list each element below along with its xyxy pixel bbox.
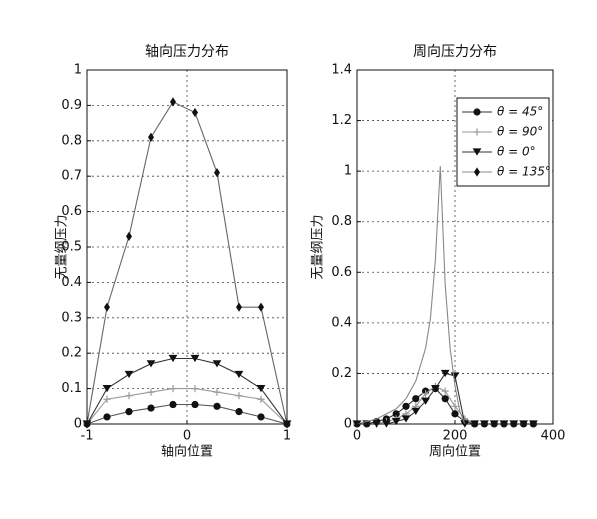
legend-box	[456, 97, 550, 187]
y-tick-label: 0.4	[331, 315, 352, 330]
x-tick-label: 400	[541, 429, 566, 444]
marker	[125, 392, 133, 400]
legend-label: θ = 135°	[497, 165, 551, 179]
marker	[451, 402, 459, 410]
marker	[402, 402, 410, 410]
marker	[124, 370, 134, 379]
chart-title: 周向压力分布	[413, 44, 497, 60]
y-tick-label: 0.6	[61, 204, 82, 219]
x-tick-label: 200	[443, 429, 468, 444]
y-tick-label: 0.7	[61, 169, 82, 184]
marker	[147, 404, 155, 412]
marker	[441, 387, 449, 395]
marker	[473, 128, 481, 136]
marker	[191, 385, 199, 393]
marker	[235, 408, 243, 416]
y-tick-label: 1	[74, 63, 82, 78]
marker	[412, 395, 420, 403]
y-axis-label: 无量纲压力	[55, 214, 70, 279]
marker	[431, 385, 440, 393]
marker	[422, 390, 430, 398]
y-tick-label: 1.2	[331, 113, 352, 128]
marker	[214, 168, 220, 178]
y-tick-label: 0.5	[61, 240, 82, 255]
x-tick-label: 0	[183, 429, 191, 444]
marker	[126, 231, 132, 241]
series-line	[86, 357, 288, 425]
y-tick-label: 0.4	[61, 275, 82, 290]
marker	[472, 148, 482, 156]
marker	[148, 132, 154, 142]
y-tick-label: 1	[344, 164, 352, 179]
x-tick-label: 1	[283, 429, 291, 444]
marker	[103, 413, 111, 421]
marker	[168, 354, 178, 363]
marker	[451, 410, 459, 418]
marker	[212, 360, 222, 368]
plot-frame	[86, 69, 288, 425]
marker	[191, 400, 199, 409]
x-axis-label: 周向位置	[429, 444, 481, 460]
y-tick-label: 0.9	[61, 98, 82, 113]
marker	[258, 302, 264, 312]
y-tick-label: 1.4	[331, 63, 352, 78]
x-axis-label: 轴向位置	[161, 444, 213, 460]
marker	[257, 395, 265, 403]
x-tick-label: -1	[81, 429, 94, 444]
y-tick-label: 0	[74, 417, 82, 432]
marker	[169, 400, 177, 409]
legend-label: θ = 45°	[497, 105, 543, 119]
y-tick-label: 0.2	[61, 346, 82, 361]
series-line	[86, 388, 288, 425]
marker	[440, 369, 450, 378]
y-tick-label: 0	[344, 417, 352, 432]
marker	[104, 302, 110, 312]
marker	[473, 108, 481, 116]
chart-title: 轴向压力分布	[145, 44, 229, 60]
y-tick-label: 0.6	[331, 265, 352, 280]
marker	[147, 388, 155, 396]
marker	[146, 360, 156, 368]
x-tick-label: 0	[353, 429, 361, 444]
marker	[392, 410, 400, 418]
marker	[103, 395, 111, 403]
marker	[441, 395, 449, 403]
legend-label: θ = 90°	[497, 125, 543, 139]
y-tick-label: 0.3	[61, 310, 82, 325]
y-tick-label: 0.8	[61, 133, 82, 148]
marker	[450, 372, 460, 380]
legend-label: θ = 0°	[497, 145, 536, 159]
y-tick-label: 0.2	[331, 366, 352, 381]
marker	[170, 97, 176, 107]
marker	[213, 388, 221, 396]
marker	[391, 417, 401, 426]
marker	[474, 167, 480, 177]
marker	[234, 370, 244, 379]
plot-frame	[356, 69, 554, 425]
marker	[257, 413, 265, 421]
y-axis-label: 无量纲压力	[311, 214, 326, 279]
marker	[235, 392, 243, 400]
marker	[102, 385, 112, 393]
marker	[421, 397, 430, 405]
marker	[190, 354, 200, 363]
marker	[125, 408, 133, 416]
marker	[411, 407, 421, 415]
marker	[213, 402, 221, 410]
marker	[236, 302, 242, 312]
marker	[169, 385, 177, 393]
marker	[192, 107, 198, 118]
marker	[401, 415, 411, 423]
y-tick-label: 0.8	[331, 214, 352, 229]
series-line	[86, 403, 288, 425]
y-tick-label: 0.1	[61, 381, 82, 396]
series-line	[86, 101, 288, 425]
marker	[256, 385, 266, 393]
